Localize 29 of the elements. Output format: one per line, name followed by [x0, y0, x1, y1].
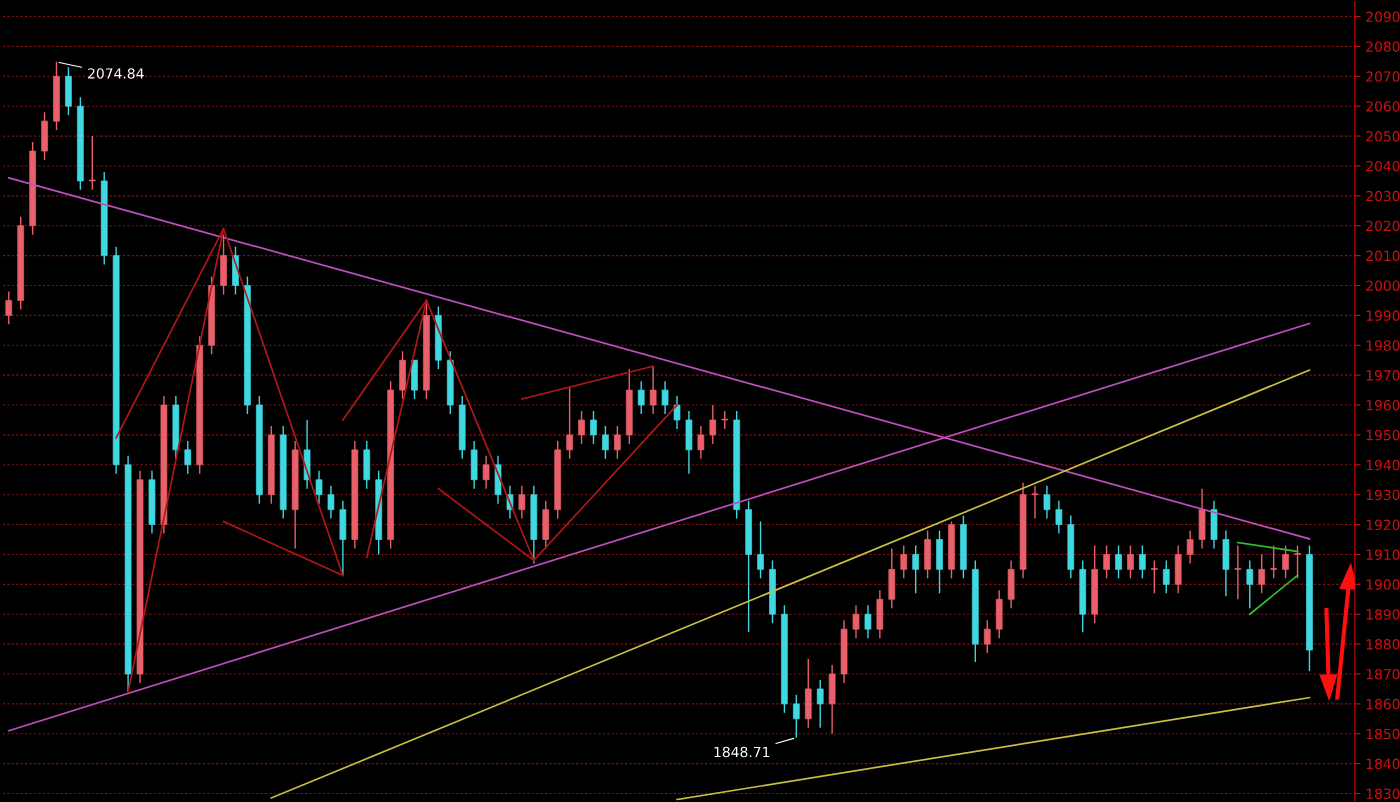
- y-tick-label: 2040: [1366, 160, 1400, 172]
- y-tick-label: 2010: [1366, 250, 1400, 262]
- annotation: 1848.71: [714, 746, 770, 758]
- y-tick-label: 1860: [1366, 698, 1400, 710]
- y-tick-label: 1940: [1366, 459, 1400, 471]
- y-tick-label: 1920: [1366, 519, 1400, 531]
- y-tick-label: 2050: [1366, 131, 1400, 142]
- y-tick-label: 1900: [1366, 579, 1400, 590]
- y-tick-label: 1910: [1366, 549, 1400, 560]
- y-tick-label: 1950: [1366, 429, 1400, 441]
- y-tick-label: 2080: [1366, 41, 1400, 52]
- y-tick-label: 1850: [1366, 728, 1400, 740]
- y-tick-label: 1960: [1366, 400, 1400, 411]
- y-tick-label: 1870: [1366, 668, 1400, 680]
- y-tick-label: 2030: [1366, 190, 1400, 202]
- y-tick-label: 1980: [1366, 340, 1400, 351]
- y-tick-label: 2060: [1366, 101, 1400, 112]
- y-tick-label: 1840: [1366, 758, 1400, 770]
- y-tick-label: 1970: [1366, 370, 1400, 381]
- y-tick-label: 1880: [1366, 639, 1400, 650]
- y-tick-label: 2000: [1366, 280, 1400, 291]
- y-tick-label: 2090: [1366, 11, 1400, 23]
- y-tick-label: 2020: [1366, 220, 1400, 232]
- y-tick-label: 2070: [1366, 71, 1400, 82]
- y-tick-label: 1830: [1366, 788, 1400, 799]
- annotation: 2074.84: [88, 68, 144, 79]
- y-tick-label: 1890: [1366, 609, 1400, 620]
- y-tick-label: 1990: [1366, 310, 1400, 321]
- y-tick-label: 1930: [1366, 489, 1400, 501]
